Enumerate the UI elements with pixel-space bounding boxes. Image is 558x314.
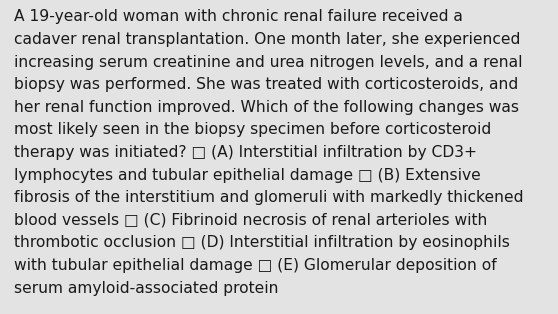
Text: most likely seen in the biopsy specimen before corticosteroid: most likely seen in the biopsy specimen …	[14, 122, 491, 138]
Text: with tubular epithelial damage □ (E) Glomerular deposition of: with tubular epithelial damage □ (E) Glo…	[14, 258, 497, 273]
Text: serum amyloid-associated protein: serum amyloid-associated protein	[14, 281, 278, 296]
Text: increasing serum creatinine and urea nitrogen levels, and a renal: increasing serum creatinine and urea nit…	[14, 55, 522, 70]
Text: therapy was initiated? □ (A) Interstitial infiltration by CD3+: therapy was initiated? □ (A) Interstitia…	[14, 145, 477, 160]
Text: biopsy was performed. She was treated with corticosteroids, and: biopsy was performed. She was treated wi…	[14, 77, 518, 92]
Text: blood vessels □ (C) Fibrinoid necrosis of renal arterioles with: blood vessels □ (C) Fibrinoid necrosis o…	[14, 213, 487, 228]
Text: A 19-year-old woman with chronic renal failure received a: A 19-year-old woman with chronic renal f…	[14, 9, 463, 24]
Text: lymphocytes and tubular epithelial damage □ (B) Extensive: lymphocytes and tubular epithelial damag…	[14, 168, 480, 183]
Text: cadaver renal transplantation. One month later, she experienced: cadaver renal transplantation. One month…	[14, 32, 520, 47]
Text: her renal function improved. Which of the following changes was: her renal function improved. Which of th…	[14, 100, 519, 115]
Text: thrombotic occlusion □ (D) Interstitial infiltration by eosinophils: thrombotic occlusion □ (D) Interstitial …	[14, 236, 510, 251]
Text: fibrosis of the interstitium and glomeruli with markedly thickened: fibrosis of the interstitium and glomeru…	[14, 190, 523, 205]
